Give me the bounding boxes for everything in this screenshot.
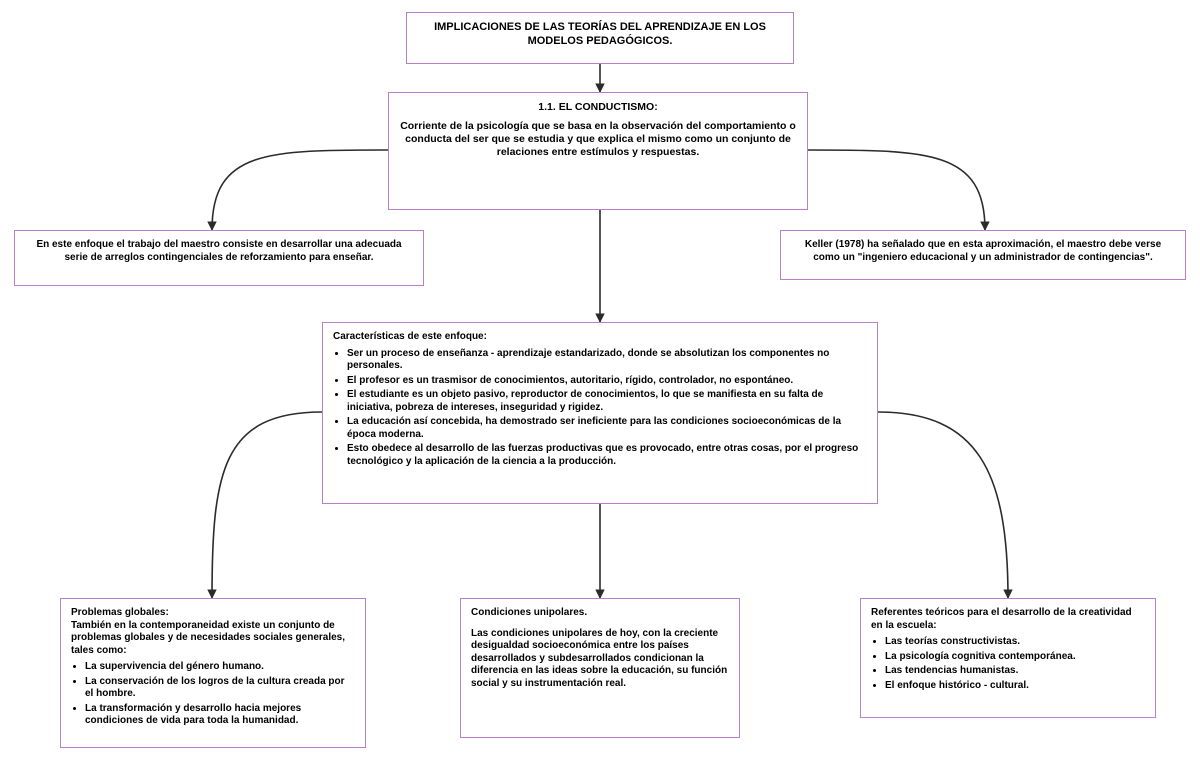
node-teacher-role-left: En este enfoque el trabajo del maestro c…	[14, 230, 424, 286]
list-item: La educación así concebida, ha demostrad…	[347, 416, 867, 441]
problemas-lead: Problemas globales:	[71, 607, 355, 620]
list-item: La psicología cognitiva contemporánea.	[885, 651, 1145, 664]
node-condiciones-unipolares: Condiciones unipolares. Las condiciones …	[460, 598, 740, 738]
list-item: Las teorías constructivistas.	[885, 636, 1145, 649]
caract-bullet-list: Ser un proceso de enseñanza - aprendizaj…	[333, 348, 867, 469]
referentes-bullet-list: Las teorías constructivistas. La psicolog…	[871, 636, 1145, 692]
list-item: El estudiante es un objeto pasivo, repro…	[347, 389, 867, 414]
list-item: La transformación y desarrollo hacia mej…	[85, 703, 355, 728]
problemas-body: También en la contemporaneidad existe un…	[71, 620, 355, 658]
conductismo-body: Corriente de la psicología que se basa e…	[399, 120, 797, 159]
problemas-bullet-list: La supervivencia del género humano. La co…	[71, 661, 355, 728]
left1-body: En este enfoque el trabajo del maestro c…	[25, 239, 413, 264]
list-item: El enfoque histórico - cultural.	[885, 680, 1145, 693]
node-referentes-teoricos: Referentes teóricos para el desarrollo d…	[860, 598, 1156, 718]
diagram-canvas: IMPLICACIONES DE LAS TEORÍAS DEL APRENDI…	[0, 0, 1200, 768]
list-item: Las tendencias humanistas.	[885, 665, 1145, 678]
caract-lead: Características de este enfoque:	[333, 331, 867, 344]
condiciones-lead: Condiciones unipolares.	[471, 607, 729, 620]
list-item: La conservación de los logros de la cult…	[85, 676, 355, 701]
referentes-lead: Referentes teóricos para el desarrollo d…	[871, 607, 1145, 632]
node-root-title: IMPLICACIONES DE LAS TEORÍAS DEL APRENDI…	[406, 12, 794, 64]
node-caracteristicas: Características de este enfoque: Ser un …	[322, 322, 878, 504]
root-title-text: IMPLICACIONES DE LAS TEORÍAS DEL APRENDI…	[417, 21, 783, 49]
list-item: Esto obedece al desarrollo de las fuerza…	[347, 443, 867, 468]
right1-body: Keller (1978) ha señalado que en esta ap…	[791, 239, 1175, 264]
list-item: Ser un proceso de enseñanza - aprendizaj…	[347, 348, 867, 373]
list-item: La supervivencia del género humano.	[85, 661, 355, 674]
condiciones-body: Las condiciones unipolares de hoy, con l…	[471, 628, 729, 691]
node-keller-quote: Keller (1978) ha señalado que en esta ap…	[780, 230, 1186, 280]
conductismo-title: 1.1. EL CONDUCTISMO:	[399, 101, 797, 114]
node-conductismo: 1.1. EL CONDUCTISMO: Corriente de la psi…	[388, 92, 808, 210]
list-item: El profesor es un trasmisor de conocimie…	[347, 375, 867, 388]
node-problemas-globales: Problemas globales: También en la contem…	[60, 598, 366, 748]
